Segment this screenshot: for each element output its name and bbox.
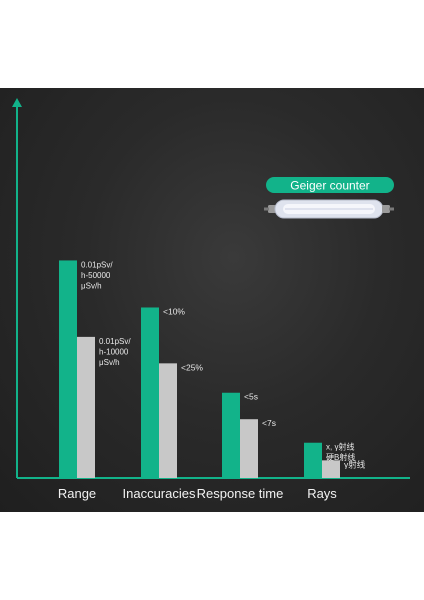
geiger-tube-icon bbox=[264, 199, 394, 219]
bar-inaccuracies-series-2 bbox=[159, 363, 177, 478]
category-label-range: Range bbox=[58, 486, 96, 501]
chart-bars bbox=[59, 260, 340, 478]
value-label-inaccuracies-series-2: <25% bbox=[181, 362, 203, 372]
bar-chart: 0.01pSv/h-50000 μSv/h 0.01pSv/h-10000 μSv/h… bbox=[12, 98, 410, 501]
value-label-rays-series-2: γ射线 bbox=[344, 459, 366, 469]
value-label-response-time-series-2: <7s bbox=[262, 418, 276, 428]
value-label-inaccuracies-series-1: <10% bbox=[163, 306, 185, 316]
value-label-range-series-2: 0.01pSv/h-10000 μSv/h bbox=[99, 337, 131, 367]
chart-panel: 0.01pSv/h-50000 μSv/h 0.01pSv/h-10000 μSv/h… bbox=[0, 88, 424, 512]
chart-legend: Geiger counter bbox=[264, 177, 394, 219]
bar-range-series-1 bbox=[59, 260, 77, 478]
bar-inaccuracies-series-1 bbox=[141, 307, 159, 478]
category-label-rays: Rays bbox=[307, 486, 337, 501]
category-label-response-time: Response time bbox=[197, 486, 284, 501]
legend-badge-label: Geiger counter bbox=[290, 179, 369, 193]
bar-response-time-series-1 bbox=[222, 392, 240, 478]
category-label-inaccuracies: Inaccuracies bbox=[123, 486, 196, 501]
bar-response-time-series-2 bbox=[240, 419, 258, 478]
value-label-range-series-1: 0.01pSv/h-50000 μSv/h bbox=[81, 260, 113, 290]
legend-badge bbox=[266, 177, 394, 193]
bar-rays-series-2 bbox=[322, 460, 340, 478]
bar-range-series-2 bbox=[77, 336, 95, 478]
bar-rays-series-1 bbox=[304, 442, 322, 478]
value-label-response-time-series-1: <5s bbox=[244, 392, 258, 402]
y-axis-arrow-icon bbox=[12, 98, 22, 107]
chart-category-labels: Range Inaccuracies Response time Rays bbox=[58, 486, 337, 501]
value-label-rays-series-1: x, γ射线硬B射线 bbox=[326, 442, 355, 463]
chart-value-labels: 0.01pSv/h-50000 μSv/h 0.01pSv/h-10000 μSv/h… bbox=[81, 260, 366, 469]
